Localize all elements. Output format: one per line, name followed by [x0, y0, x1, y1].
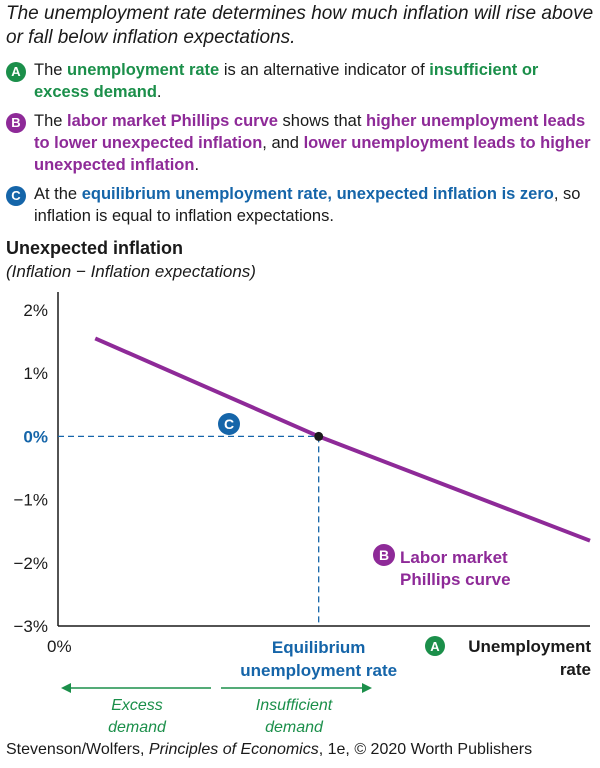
note-c: C At the equilibrium unemployment rate, …: [6, 183, 596, 227]
curve-label-line1: Labor market: [400, 548, 508, 567]
note-run: , and: [262, 134, 304, 152]
y-tick-label: −1%: [14, 491, 49, 510]
note-run: The: [34, 112, 68, 130]
x-origin-label: 0%: [47, 637, 72, 656]
equilibrium-badge: C: [218, 413, 240, 435]
equilibrium-label-line1: Equilibrium: [272, 638, 366, 657]
x-axis-title-line2: rate: [560, 660, 591, 679]
y-tick-label: 0%: [23, 427, 48, 446]
equilibrium-label-line2: unemployment rate: [240, 661, 397, 680]
note-run: .: [194, 156, 200, 174]
note-a: A The unemployment rate is an alternativ…: [6, 59, 596, 103]
note-run: The: [34, 61, 68, 79]
note-b: B The labor market Phillips curve shows …: [6, 110, 596, 176]
badge-a: A: [6, 62, 26, 82]
y-tick-label: −2%: [14, 554, 49, 573]
headline: The unemployment rate determines how muc…: [6, 3, 594, 48]
equilibrium-point: [314, 431, 324, 441]
y-axis-title: Unexpected inflation: [6, 238, 184, 258]
x-axis-title: A Unemployment rate: [425, 636, 591, 679]
note-run: lower unemployment leads to higher unexp…: [34, 134, 591, 174]
y-axis-subtitle: (Inflation − Inflation expectations): [6, 262, 256, 281]
note-run: is an alternative indicator of: [219, 61, 430, 79]
note-run: shows that: [277, 112, 366, 130]
note-run: higher unemployment leads to lower unexp…: [34, 112, 586, 152]
y-tick-label: 2%: [23, 301, 48, 320]
svg-text:B: B: [379, 547, 389, 563]
note-run: insufficient or excess demand: [34, 61, 539, 101]
note-run: unemployment rate: [67, 61, 220, 79]
phillips-curve-line: [94, 336, 591, 543]
insufficient-demand-line2: demand: [265, 719, 324, 736]
note-a-text: The unemployment rate is an alternative …: [34, 59, 596, 103]
footer-credit: Stevenson/Wolfers, Principles of Economi…: [6, 741, 533, 758]
badge-c: C: [6, 186, 26, 206]
y-tick-label: −3%: [14, 617, 49, 636]
note-run: equilibrium unemployment rate, unexpecte…: [81, 185, 554, 203]
badge-b: B: [6, 113, 26, 133]
curve-label-line2: Phillips curve: [400, 570, 511, 589]
x-axis-title-line1: Unemployment: [468, 637, 591, 656]
note-b-text: The labor market Phillips curve shows th…: [34, 110, 596, 176]
curve-label: B Labor market Phillips curve: [373, 544, 511, 589]
note-run: .: [156, 83, 162, 101]
svg-text:A: A: [430, 639, 440, 654]
excess-demand-line2: demand: [108, 719, 167, 736]
note-run: At the: [34, 185, 82, 203]
note-c-text: At the equilibrium unemployment rate, un…: [34, 183, 596, 227]
note-run: , so inflation is equal to inflation exp…: [34, 185, 581, 225]
insufficient-demand-line1: Insufficient: [256, 697, 333, 714]
svg-text:C: C: [224, 416, 234, 432]
excess-demand-line1: Excess: [111, 697, 163, 714]
y-tick-label: 1%: [23, 364, 48, 383]
note-run: labor market Phillips curve: [67, 112, 278, 130]
